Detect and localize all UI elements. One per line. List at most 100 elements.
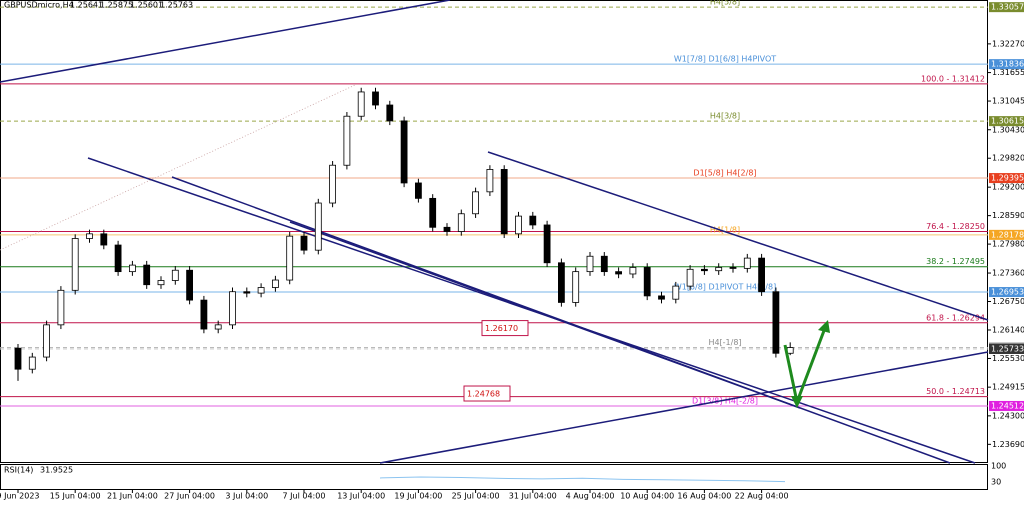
- level-tag-label: 1.31836: [991, 60, 1024, 69]
- candle-body: [643, 267, 651, 297]
- ohlc-low: 1.25601: [130, 1, 163, 10]
- x-tick-label: 16 Aug 04:00: [677, 492, 731, 501]
- candle-body: [243, 291, 251, 294]
- level-tag-label: 1.24512: [991, 401, 1024, 410]
- level-label: 100.0 - 1.31412: [921, 74, 985, 83]
- y-tick-label: 1.25530: [992, 354, 1024, 363]
- candle-body: [314, 202, 322, 251]
- candle-body: [743, 257, 751, 269]
- candle-body: [357, 91, 365, 117]
- rsi-value: 31.9525: [40, 466, 73, 475]
- candle-body: [257, 287, 265, 294]
- candle-body: [572, 271, 580, 303]
- price-annotation: 1.24768: [467, 390, 500, 399]
- levels: H4[5/8] W1[7/8] D1[6/8] H4PIVOT 100.0 - 1.…: [0, 0, 988, 407]
- trend-line: [379, 351, 989, 464]
- price-annotation-box: [481, 320, 529, 337]
- level-label: 38.2 - 1.27495: [926, 257, 985, 266]
- candle-body: [472, 191, 480, 215]
- y-tick-label: 1.29820: [992, 154, 1024, 163]
- x-tick-label: 27 Jun 04:00: [164, 492, 215, 501]
- candle-body: [200, 299, 208, 330]
- trend-line: [289, 221, 801, 409]
- y-tick-label: 1.23690: [992, 440, 1024, 449]
- candle-body: [57, 289, 65, 326]
- trend-line: [0, 0, 451, 83]
- trend-lines: [0, 0, 989, 464]
- level-label: H4[5/8]: [710, 0, 740, 7]
- price-annotation-box: [463, 385, 511, 402]
- candle-body: [515, 215, 522, 235]
- rsi-frame: [0, 464, 988, 490]
- candle-body: [658, 295, 665, 300]
- trend-line: [487, 151, 989, 321]
- candle-body: [43, 324, 50, 358]
- level-tag: [989, 173, 1024, 184]
- candle-body: [186, 269, 194, 301]
- x-tick-label: 13 Jul 04:00: [337, 492, 385, 501]
- y-tick-label: 1.28590: [992, 211, 1024, 220]
- candle-body: [114, 244, 122, 273]
- forecast-arrow: [783, 320, 830, 408]
- y-tick-label: 1.24915: [992, 383, 1024, 392]
- candle-body: [672, 285, 680, 300]
- candle-body: [414, 182, 422, 199]
- candle-body: [86, 233, 93, 239]
- candle-body: [229, 291, 236, 326]
- rsi-tick-label: 30: [991, 478, 1001, 487]
- candle-body: [701, 268, 708, 272]
- x-tick-label: 21 Jun 04:00: [107, 492, 158, 501]
- candle-body: [286, 235, 294, 281]
- ohlc-high: 1.25875: [100, 1, 133, 10]
- candle-body: [729, 267, 737, 269]
- level-tag: [989, 59, 1024, 70]
- candle-body: [329, 164, 337, 204]
- x-tick-label: 15 Jun 04:00: [50, 492, 101, 501]
- arrow-path: [783, 327, 827, 408]
- candles: [14, 87, 794, 381]
- level-label: H4[3/8]: [710, 112, 740, 121]
- candle-body: [786, 347, 794, 354]
- candle-body: [386, 104, 394, 122]
- symbol: GBPUSDmicro,H4: [4, 1, 74, 10]
- x-tick-label: 4 Aug 04:00: [566, 492, 615, 501]
- candle-body: [171, 269, 179, 281]
- candle-body: [400, 120, 408, 184]
- arrow-head: [818, 320, 830, 333]
- rsi-tick-label: 100: [991, 462, 1006, 471]
- candle-body: [543, 224, 551, 264]
- level-label: W1[7/8] D1[6/8] H4PIVOT: [674, 55, 776, 64]
- x-tick-label: 3 Jul 04:00: [225, 492, 268, 501]
- level-tag-label: 1.25733: [991, 344, 1024, 353]
- level-tag: [989, 343, 1024, 354]
- y-tick-label: 1.27360: [992, 269, 1024, 278]
- candle-body: [14, 347, 22, 370]
- level-label: D1[5/8] H4[2/8]: [693, 169, 756, 178]
- candle-body: [772, 291, 780, 354]
- trend-line: [171, 176, 951, 464]
- level-tag-label: 1.28178: [991, 230, 1024, 239]
- level-tag: [989, 2, 1024, 13]
- candle-body: [486, 169, 494, 193]
- x-tick-label: 10 Aug 04:00: [620, 492, 674, 501]
- candle-body: [457, 213, 465, 232]
- candle-body: [443, 226, 451, 232]
- level-tag: [989, 287, 1024, 298]
- level-tag: [989, 400, 1024, 411]
- y-tick-label: 1.31045: [992, 97, 1024, 106]
- level-label: H4[-1/8]: [708, 338, 741, 347]
- candle-body: [214, 324, 222, 330]
- candle-body: [372, 91, 379, 106]
- x-tick-label: 9 Jun 2023: [0, 492, 40, 501]
- arrow-head: [791, 396, 803, 408]
- level-label: 50.0 - 1.24713: [926, 387, 985, 396]
- candle-body: [758, 257, 765, 293]
- ohlc-open: 1.25641: [70, 1, 103, 10]
- candle-body: [143, 264, 151, 286]
- rsi-line: [379, 476, 786, 483]
- y-tick-label: 1.32270: [992, 39, 1024, 48]
- candle-body: [343, 115, 351, 166]
- y-tick-label: 1.26750: [992, 297, 1024, 306]
